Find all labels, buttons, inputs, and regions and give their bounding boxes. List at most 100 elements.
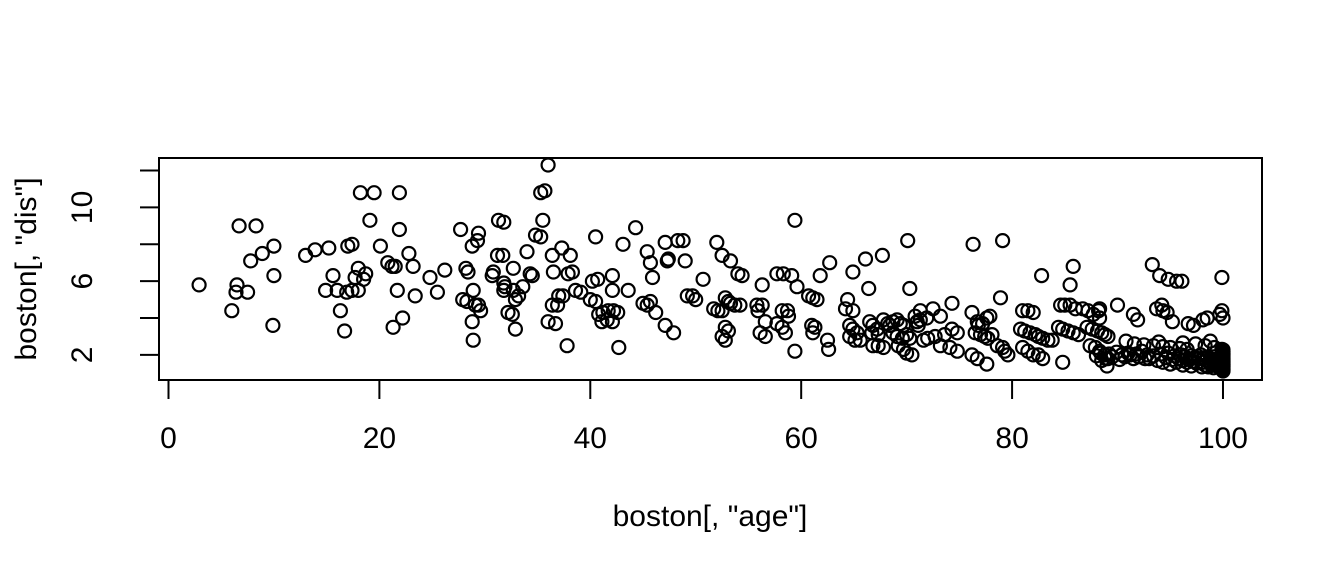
data-point (845, 303, 861, 319)
data-point (717, 332, 733, 348)
data-point (852, 332, 868, 348)
data-point (714, 328, 730, 345)
data-point (684, 288, 701, 304)
data-point (465, 282, 481, 298)
data-point (389, 282, 405, 298)
data-point (800, 288, 817, 304)
data-point (587, 229, 604, 245)
data-point (590, 271, 606, 287)
data-point (1025, 347, 1041, 363)
data-point (675, 233, 691, 249)
data-point (679, 288, 695, 304)
data-point (732, 297, 748, 313)
data-point (1136, 337, 1152, 353)
data-point (639, 297, 655, 313)
data-point (670, 233, 686, 249)
data-point (464, 238, 480, 254)
data-point (401, 245, 417, 262)
data-point (620, 282, 636, 298)
data-point (819, 332, 836, 348)
data-point (547, 316, 564, 332)
data-point (325, 268, 341, 284)
data-point (1199, 310, 1215, 326)
data-point (544, 247, 560, 263)
x-tick-label: 100 (1198, 422, 1248, 455)
data-point (1126, 336, 1143, 352)
data-point (266, 238, 282, 254)
plot-frame (158, 157, 1263, 381)
data-point (1091, 310, 1108, 326)
data-point (665, 325, 682, 341)
data-point (489, 247, 506, 263)
data-point (496, 282, 512, 298)
data-point (387, 258, 403, 274)
data-point (849, 325, 865, 341)
data-point (861, 280, 877, 297)
data-point (1065, 258, 1081, 274)
data-point (1164, 314, 1181, 330)
data-point (366, 185, 382, 201)
data-point (1030, 347, 1047, 363)
data-point (642, 255, 659, 271)
data-point (460, 264, 476, 280)
y-tick-label: 10 (66, 191, 99, 224)
data-point (688, 292, 704, 308)
data-point (1025, 304, 1041, 321)
data-point (965, 236, 981, 252)
data-point (780, 308, 797, 324)
data-point (657, 234, 673, 250)
data-point (615, 236, 631, 252)
data-point (900, 233, 916, 249)
data-point (243, 253, 259, 269)
x-axis-title: boston[, "age"] (613, 500, 808, 533)
x-tick-label: 20 (363, 422, 396, 455)
data-point (1062, 277, 1078, 293)
data-point (648, 304, 664, 321)
data-point (537, 183, 553, 199)
data-point (898, 327, 915, 343)
data-point (1044, 332, 1060, 348)
data-point (337, 323, 353, 339)
data-point (1035, 351, 1051, 367)
data-point (524, 268, 540, 284)
data-point (1215, 310, 1231, 326)
data-point (362, 212, 378, 228)
data-point (429, 284, 445, 300)
data-point (1214, 269, 1230, 286)
data-point (507, 292, 524, 308)
data-point (437, 262, 453, 278)
data-point (562, 247, 578, 263)
data-point (1109, 297, 1126, 313)
data-point (484, 268, 500, 284)
data-point (822, 255, 838, 271)
data-point (1162, 339, 1178, 356)
data-point (1144, 257, 1160, 273)
data-point (505, 260, 521, 276)
data-point (932, 338, 949, 354)
data-point (507, 321, 524, 337)
data-point (407, 288, 423, 304)
data-point (344, 236, 360, 252)
data-point (915, 332, 932, 348)
data-point (385, 319, 401, 335)
data-point (734, 268, 750, 284)
data-point (332, 303, 348, 319)
data-point (1168, 273, 1185, 289)
data-point (540, 157, 556, 173)
data-point (644, 269, 661, 286)
data-point (1206, 339, 1223, 356)
data-point (1187, 336, 1204, 352)
data-point (391, 185, 407, 201)
data-point (677, 253, 693, 269)
data-point (894, 330, 911, 346)
data-point (473, 303, 489, 319)
data-point (1100, 328, 1116, 345)
data-point (845, 321, 861, 337)
data-point (395, 310, 411, 326)
data-point (925, 301, 941, 317)
data-point (240, 284, 256, 300)
data-point (1214, 341, 1230, 357)
data-point (604, 268, 621, 284)
data-point (837, 301, 854, 317)
